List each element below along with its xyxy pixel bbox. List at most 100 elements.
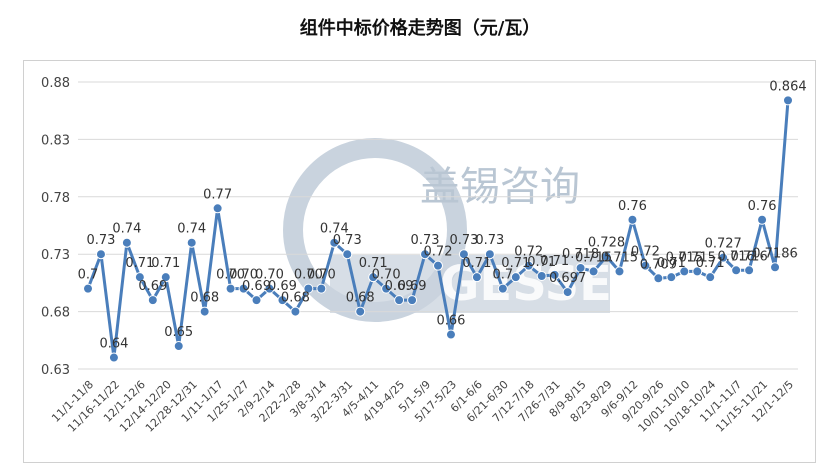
data-label: 0.69 xyxy=(242,279,271,294)
data-label: 0.71 xyxy=(501,256,530,271)
data-label: 0.70 xyxy=(372,268,401,283)
data-point xyxy=(692,266,703,277)
data-label: 0.68 xyxy=(281,291,310,306)
data-point xyxy=(445,329,456,340)
data-point xyxy=(705,272,716,283)
data-label: 0.7 xyxy=(492,268,513,283)
data-point xyxy=(757,214,768,225)
data-point xyxy=(679,266,690,277)
y-tick-label: 0.78 xyxy=(41,191,70,206)
data-label: 0.70 xyxy=(255,268,284,283)
y-tick-label: 0.63 xyxy=(41,363,70,378)
data-label: 0.71 xyxy=(540,254,569,269)
data-point xyxy=(484,249,495,260)
data-label: 0.73 xyxy=(475,233,504,248)
data-point xyxy=(277,295,288,306)
data-point xyxy=(238,283,249,294)
data-label: 0.69 xyxy=(385,279,414,294)
data-label: 0.70 xyxy=(294,268,323,283)
data-point xyxy=(108,352,119,363)
data-label: 0.69 xyxy=(268,279,297,294)
data-point xyxy=(731,265,742,276)
data-label: 0.71 xyxy=(696,256,725,271)
data-point xyxy=(134,272,145,283)
data-label: 0.715 xyxy=(601,250,638,265)
data-point xyxy=(653,273,664,284)
data-label: 0.72 xyxy=(631,245,660,260)
data-label: 0.715 xyxy=(666,250,703,265)
data-point xyxy=(147,295,158,306)
data-label: 0.71 xyxy=(657,256,686,271)
data-point xyxy=(588,266,599,277)
data-label: 0.715 xyxy=(679,250,716,265)
data-label: 0.72 xyxy=(424,245,453,260)
data-point xyxy=(407,295,418,306)
data-point xyxy=(718,252,729,263)
data-point xyxy=(316,283,327,294)
data-point xyxy=(601,251,612,262)
chart-panel xyxy=(23,60,816,463)
data-point xyxy=(290,306,301,317)
data-label: 0.709 xyxy=(640,257,677,272)
data-point xyxy=(497,283,508,294)
data-point xyxy=(510,272,521,283)
chart-title: 组件中标价格走势图（元/瓦） xyxy=(299,18,541,39)
data-point xyxy=(95,249,106,260)
data-label: 0.727 xyxy=(705,237,742,252)
data-point xyxy=(536,271,547,282)
data-point xyxy=(523,260,534,271)
data-point xyxy=(562,287,573,298)
data-label: 0.71 xyxy=(125,256,154,271)
data-label: 0.716 xyxy=(731,249,768,264)
data-label: 0.73 xyxy=(86,233,115,248)
data-point xyxy=(83,283,93,294)
watermark-text: 盖锡咨询 xyxy=(420,164,580,210)
data-point xyxy=(614,266,625,277)
data-label: 0.718 xyxy=(562,247,599,262)
data-label: 0.728 xyxy=(588,235,625,250)
data-point xyxy=(783,95,793,106)
data-point xyxy=(471,272,482,283)
data-point xyxy=(355,306,366,317)
data-label: 0.697 xyxy=(549,271,586,286)
data-point xyxy=(433,260,443,271)
data-point xyxy=(303,283,314,294)
data-label: 0.715 xyxy=(575,250,612,265)
data-label: 0.74 xyxy=(320,222,349,237)
data-label: 0.7 xyxy=(78,268,99,283)
data-point xyxy=(640,260,651,271)
data-point xyxy=(173,341,184,352)
data-label: 0.74 xyxy=(112,222,141,237)
data-point xyxy=(225,283,236,294)
data-label: 0.71 xyxy=(151,256,180,271)
data-point xyxy=(329,237,340,248)
data-label: 0.69 xyxy=(398,279,427,294)
data-label: 0.73 xyxy=(411,233,440,248)
data-label: 0.7186 xyxy=(752,246,798,261)
data-point xyxy=(264,283,275,294)
data-label: 0.70 xyxy=(229,268,258,283)
data-point xyxy=(744,265,755,276)
data-point xyxy=(627,214,638,225)
y-tick-label: 0.73 xyxy=(41,248,70,263)
data-point xyxy=(342,249,353,260)
data-label: 0.70 xyxy=(216,268,245,283)
data-point xyxy=(121,237,132,248)
data-point xyxy=(770,262,781,273)
data-point xyxy=(212,203,223,214)
data-label: 0.716 xyxy=(718,249,755,264)
data-point xyxy=(458,249,469,260)
data-label: 0.64 xyxy=(99,337,128,352)
data-label: 0.71 xyxy=(527,255,556,270)
data-label: 0.76 xyxy=(618,199,647,214)
data-point xyxy=(160,272,171,283)
data-label: 0.68 xyxy=(346,291,375,306)
y-tick-label: 0.88 xyxy=(41,76,70,91)
data-label: 0.66 xyxy=(436,314,465,329)
data-point xyxy=(394,295,405,306)
data-point xyxy=(381,283,392,294)
data-point xyxy=(368,272,379,283)
data-label: 0.68 xyxy=(190,291,219,306)
